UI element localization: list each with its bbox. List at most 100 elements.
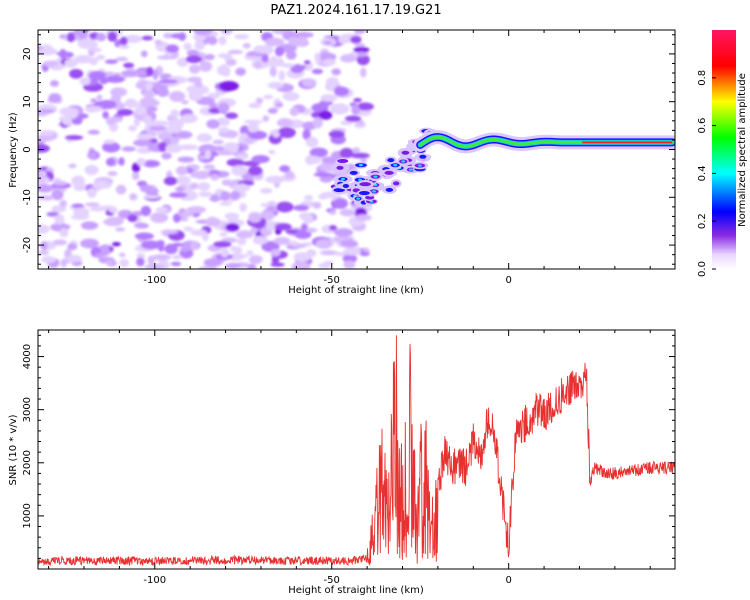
noise-blob	[175, 186, 184, 192]
noise-blob	[223, 142, 240, 153]
x-tick-label: -100	[143, 575, 166, 586]
y-tick-label: -10	[22, 189, 33, 205]
noise-blob	[91, 47, 102, 53]
noise-blob	[235, 153, 249, 160]
noise-blob	[172, 242, 183, 247]
transition-blob	[359, 182, 372, 187]
noise-blob	[317, 52, 337, 62]
noise-blob	[232, 253, 249, 259]
noise-blob	[205, 217, 221, 227]
noise-blob	[148, 125, 167, 131]
noise-blob	[210, 173, 220, 181]
noise-blob	[169, 136, 180, 145]
noise-blob	[220, 247, 229, 258]
noise-blob	[66, 254, 83, 263]
noise-blob	[90, 98, 97, 103]
noise-blob	[85, 106, 103, 113]
noise-blob	[252, 235, 269, 245]
noise-blob	[334, 252, 348, 257]
noise-blob	[294, 230, 312, 240]
noise-blob	[343, 260, 356, 269]
noise-blob	[160, 229, 179, 235]
noise-blob	[278, 70, 286, 81]
noise-blob	[146, 106, 158, 112]
noise-blob	[140, 205, 152, 217]
noise-blob	[189, 64, 201, 74]
y-tick-label: 0	[22, 146, 33, 152]
colorbar-ticks: 0.0 0.2 0.4 0.6 0.8	[697, 70, 716, 277]
noise-blob	[315, 238, 333, 249]
noise-blob	[134, 106, 147, 116]
noise-blob	[319, 175, 333, 183]
x-tick-label: -50	[324, 275, 340, 286]
noise-blob	[239, 125, 251, 136]
noise-blob	[66, 109, 78, 119]
noise-blob	[267, 205, 275, 213]
noise-blob	[259, 188, 273, 194]
noise-blob	[38, 183, 53, 193]
y-tick-label: 4000	[22, 344, 33, 369]
noise-blob	[190, 92, 203, 97]
transition-blob-core	[358, 164, 363, 167]
noise-blob	[66, 32, 76, 43]
noise-blob	[64, 58, 78, 68]
y-tick-label: 1000	[22, 503, 33, 528]
noise-blob	[265, 220, 277, 232]
noise-blob	[142, 160, 161, 168]
noise-blob	[198, 191, 213, 198]
noise-blob	[224, 212, 239, 220]
noise-blob	[271, 255, 280, 265]
noise-blob	[84, 202, 100, 207]
noise-blob	[94, 252, 104, 259]
y-tick-label: 20	[22, 48, 33, 61]
noise-blob	[328, 225, 337, 231]
noise-blob	[276, 118, 294, 128]
noise-blob	[140, 240, 161, 250]
noise-blob	[251, 154, 270, 164]
noise-blob	[38, 133, 54, 142]
noise-blob	[95, 32, 107, 42]
noise-blob	[248, 130, 268, 140]
noise-blob	[233, 246, 243, 255]
noise-blob	[80, 221, 99, 230]
noise-blob	[356, 102, 374, 111]
noise-blob	[352, 147, 361, 154]
noise-blob	[208, 197, 222, 202]
noise-blob	[194, 40, 206, 51]
noise-blob	[127, 214, 138, 223]
noise-blob	[105, 216, 124, 225]
noise-blob	[236, 230, 254, 239]
snr-y-ticks: 1000 2000 3000 4000	[22, 334, 675, 559]
noise-blob	[309, 147, 328, 158]
noise-blob	[239, 132, 248, 139]
noise-blob	[227, 49, 244, 55]
noise-blob	[248, 165, 263, 176]
noise-blob	[111, 241, 121, 247]
transition-blob-core	[373, 175, 378, 178]
noise-blob	[202, 170, 210, 178]
noise-blob	[142, 194, 161, 199]
noise-blob	[322, 58, 336, 66]
noise-blob	[304, 155, 322, 165]
noise-blob	[199, 61, 213, 72]
noise-blob	[190, 229, 207, 237]
noise-blob	[218, 126, 230, 133]
colorbar-tick-label: 0.0	[697, 261, 708, 277]
noise-blob	[312, 201, 322, 209]
noise-blob	[339, 208, 356, 217]
snr-panel: -100 -50 0 1000 2000 3000 4000 Height of stra…	[8, 329, 676, 596]
noise-blob	[155, 207, 170, 213]
noise-blob	[208, 102, 218, 108]
noise-blob	[67, 243, 78, 251]
noise-blob	[289, 107, 299, 117]
noise-blob	[339, 54, 357, 63]
x-tick-label: 0	[505, 275, 511, 286]
noise-blob	[54, 214, 65, 225]
noise-blob	[264, 37, 285, 47]
noise-blob	[185, 55, 203, 64]
noise-blob	[60, 258, 67, 268]
noise-blob	[340, 239, 359, 248]
noise-blob	[128, 125, 137, 132]
noise-blob	[197, 182, 211, 191]
